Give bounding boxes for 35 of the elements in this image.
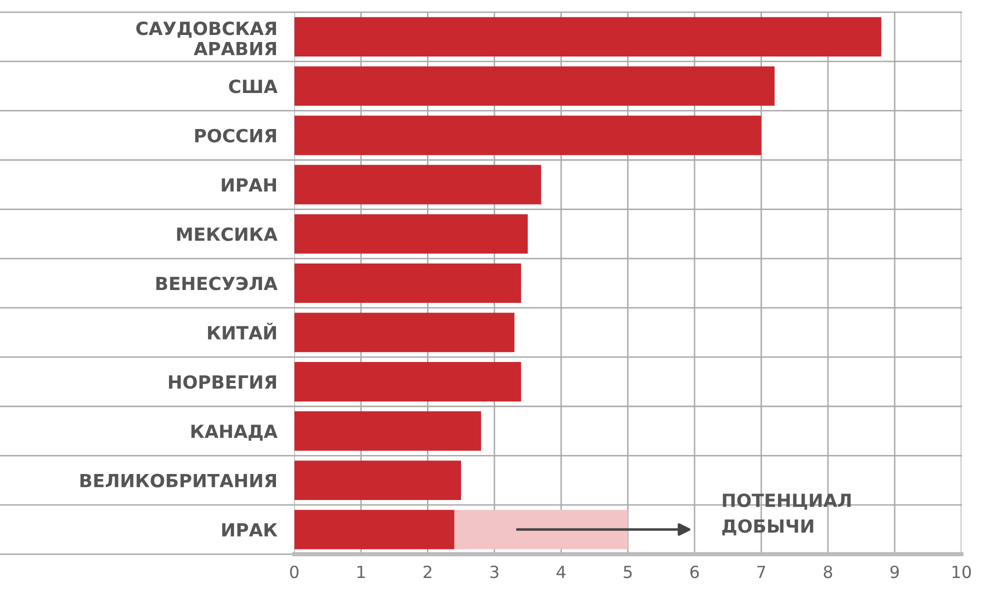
bar <box>294 312 514 352</box>
y-tick-label: РОССИЯ <box>195 128 276 142</box>
x-tick-label: 1 <box>358 566 365 578</box>
y-tick-label: МЕКСИКА <box>177 227 278 242</box>
text: ПОТЕНЦИАЛ ДОБЫЧИ <box>722 494 851 536</box>
y-tick-label: КИТАЙ <box>208 322 276 340</box>
x-tick-label: 5 <box>624 566 632 578</box>
bar <box>294 66 775 106</box>
x-tick-label: 7 <box>757 566 766 578</box>
y-tick-label: ИРАН <box>222 178 276 192</box>
bar <box>294 362 522 402</box>
y-tick-label: КАНАДА <box>191 424 278 441</box>
x-tick-label: 3 <box>490 566 498 578</box>
y-tick-label: ИРАК <box>222 523 278 536</box>
x-tick-label: 4 <box>556 566 566 578</box>
y-tick-label: ВЕЛИКОБРИТАНИЯ <box>80 474 276 488</box>
y-tick-label: САУДОВСКАЯ АРАВИЯ <box>136 22 276 56</box>
bar <box>294 263 522 303</box>
bar <box>294 164 542 204</box>
x-tick-label: 0 <box>290 566 298 578</box>
x-tick-label: 8 <box>824 566 832 578</box>
bar <box>294 116 762 156</box>
x-tick-label: 10 <box>952 566 971 578</box>
y-tick-label: НОРВЕГИЯ <box>168 375 276 389</box>
bar <box>294 460 462 500</box>
y-tick-label: США <box>229 80 278 94</box>
x-tick-label: 6 <box>690 566 699 578</box>
y-tick-label: ВЕНЕСУЭЛА <box>156 276 278 290</box>
bar <box>294 510 454 550</box>
x-tick-label: 2 <box>424 566 432 578</box>
bar <box>294 17 882 57</box>
bar <box>294 411 482 451</box>
bar <box>294 214 528 254</box>
x-tick-label: 9 <box>890 566 899 578</box>
bar <box>454 510 628 550</box>
